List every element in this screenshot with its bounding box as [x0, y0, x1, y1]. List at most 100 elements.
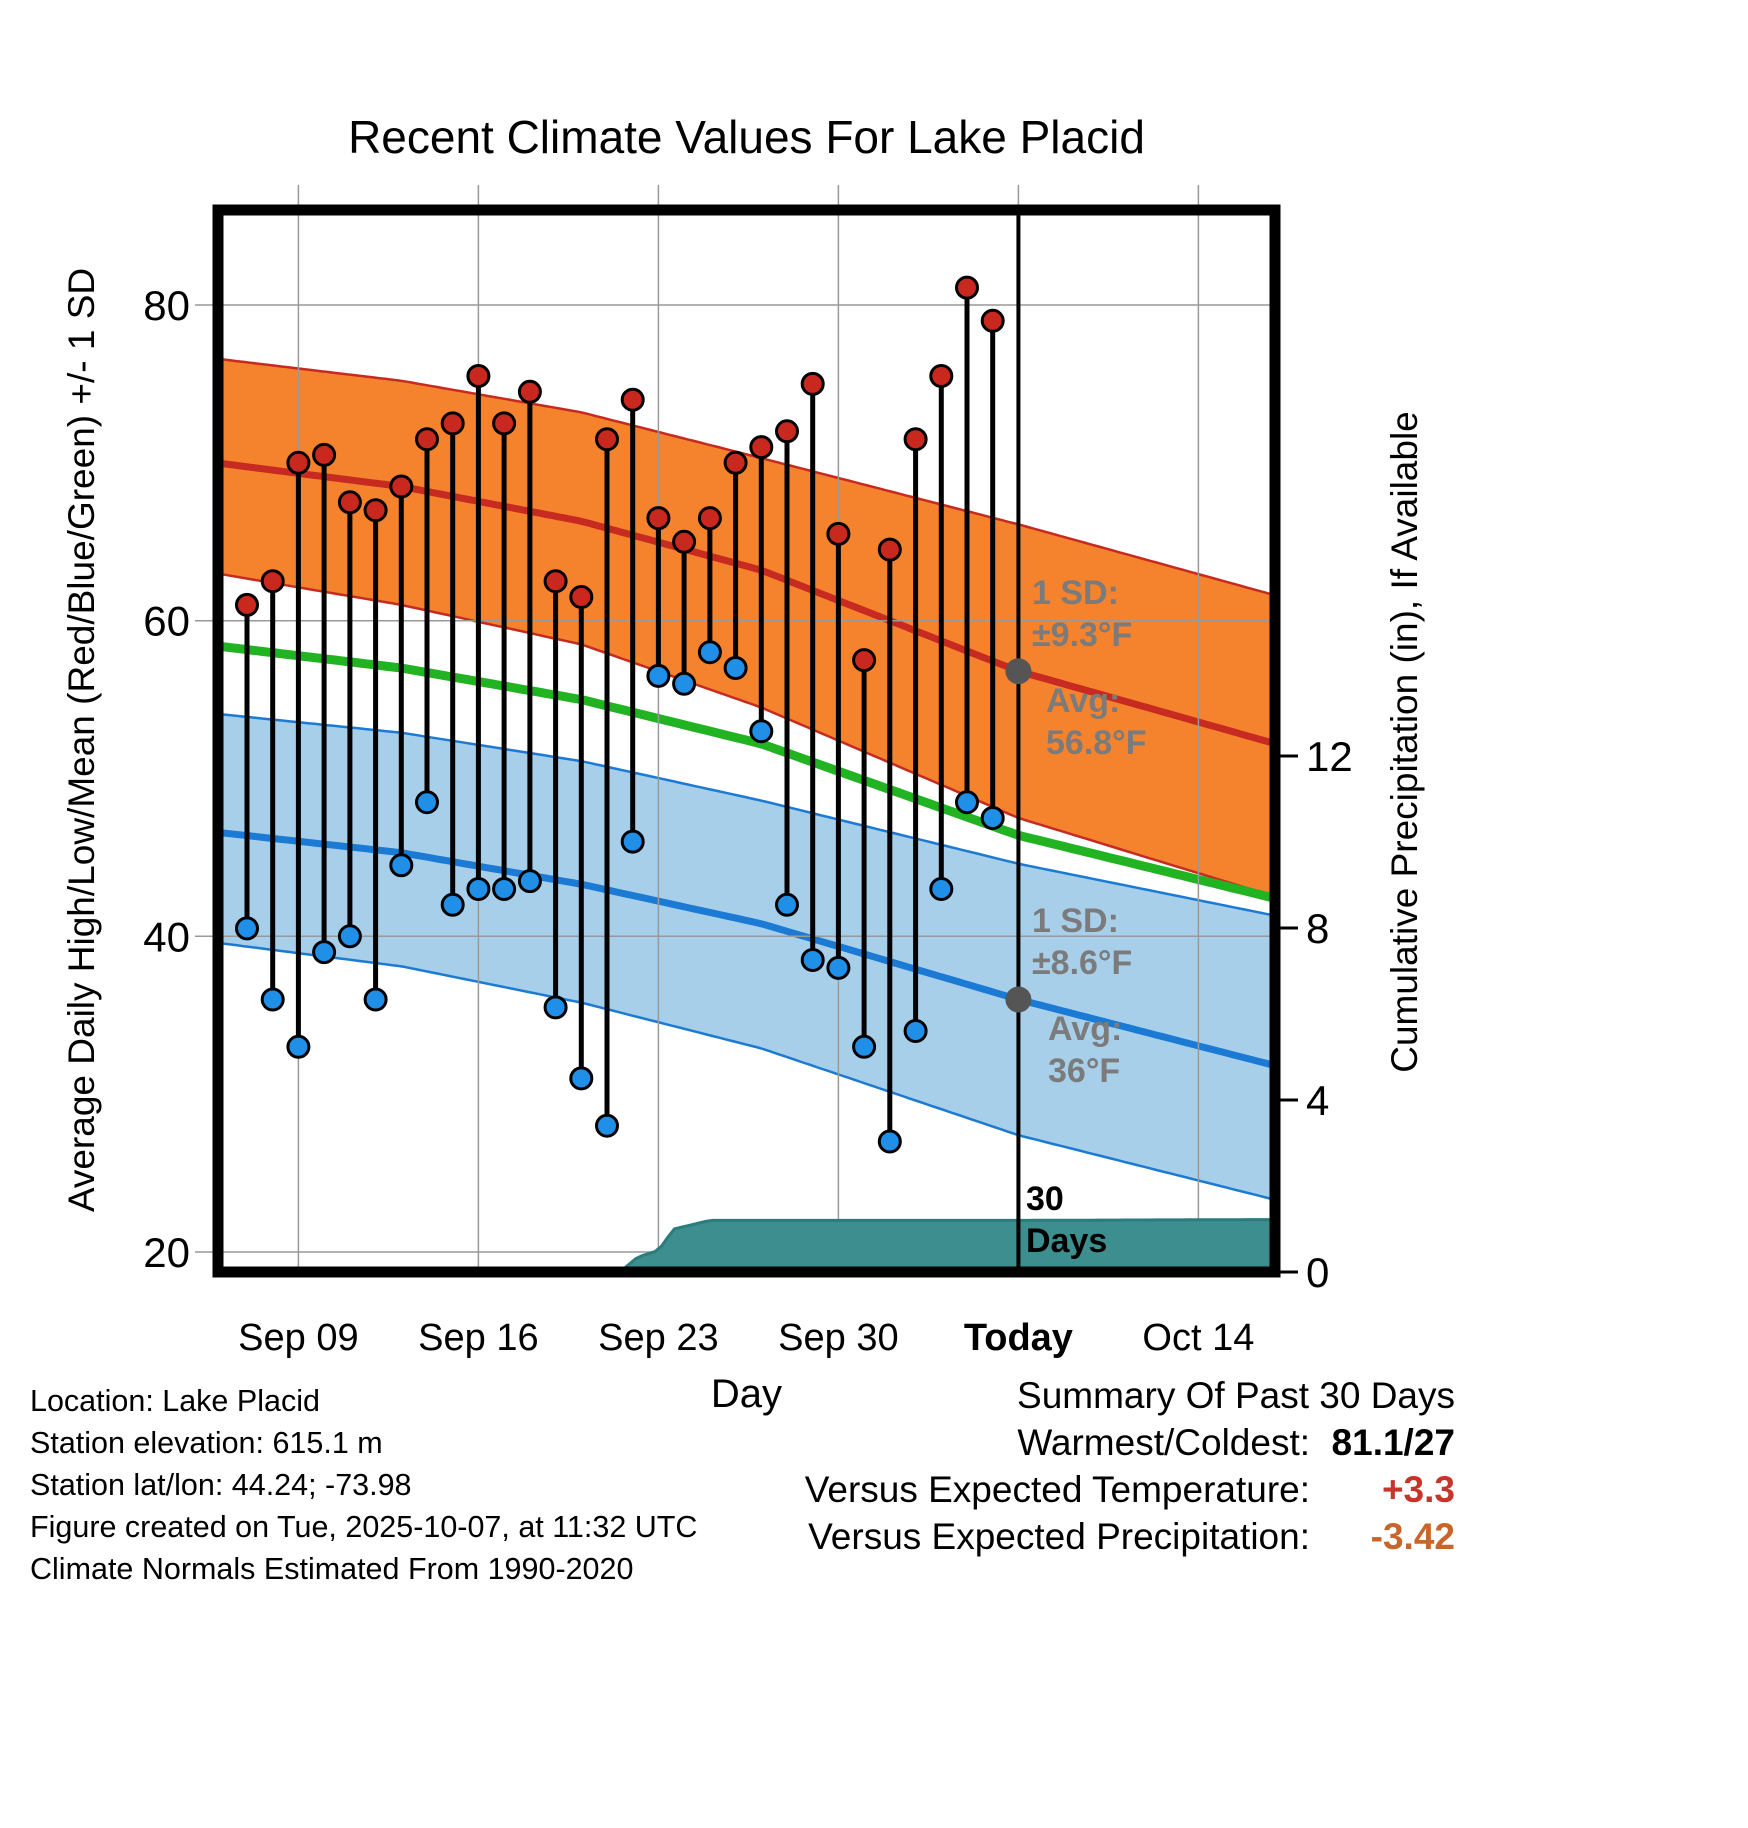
high-avg-line2: 56.8°F [1046, 724, 1147, 762]
daily-low-dot [363, 987, 388, 1012]
daily-low-dot [595, 1113, 619, 1138]
low-sd-annotation: 1 SD: ±8.6°F [1032, 900, 1132, 984]
daily-low-dot [826, 955, 851, 980]
daily-high-dot [826, 521, 851, 546]
daily-low-dot [466, 877, 491, 901]
high-band-lower-edge [217, 572, 1273, 897]
daily-low-dot [903, 1019, 928, 1043]
daily-high-dot [337, 490, 362, 515]
daily-high-dot [980, 308, 1005, 333]
daily-high-dot [620, 387, 645, 412]
x-axis-tick-label: Sep 23 [598, 1317, 718, 1359]
high-sd-annotation: 1 SD: ±9.3°F [1032, 572, 1132, 656]
summary-value-1: +3.3 [1381, 1469, 1455, 1510]
summary-value-0: 81.1/27 [1331, 1422, 1455, 1463]
summary-panel: Summary Of Past 30 Days Warmest/Coldest:… [805, 1372, 1455, 1560]
low-sd-line2: ±8.6°F [1032, 944, 1133, 982]
daily-high-dot [492, 411, 517, 436]
daily-low-dot [877, 1129, 902, 1154]
daily-high-dot [955, 275, 979, 300]
period-line2: Days [1026, 1222, 1108, 1260]
average-mean-line [217, 641, 1274, 902]
daily-high-dot [415, 427, 439, 452]
daily-high-dot [749, 435, 774, 460]
y-axis-tick-label: 80 [143, 282, 190, 329]
average-low-line [217, 828, 1274, 1069]
period-annotation: 30 Days [1026, 1178, 1107, 1262]
daily-low-dot [415, 790, 439, 815]
high-avg-line1: Avg: [1046, 682, 1121, 720]
summary-label-0: Warmest/Coldest: [1017, 1422, 1310, 1463]
daily-high-dot [877, 537, 902, 562]
daily-high-dot [389, 474, 414, 499]
daily-low-dot [955, 790, 979, 815]
high-avg-annotation: Avg: 56.8°F [1046, 680, 1147, 764]
x-axis-tick-label: Today [964, 1317, 1073, 1359]
low-avg-annotation: Avg: 36°F [1048, 1008, 1122, 1092]
y-axis-tick-label: 40 [143, 913, 190, 960]
metadata-normals: Climate Normals Estimated From 1990-2020 [30, 1552, 634, 1586]
summary-row: Warmest/Coldest: 81.1/27 [805, 1419, 1455, 1466]
daily-low-dot [543, 995, 568, 1020]
chart-title: Recent Climate Values For Lake Placid [348, 111, 1145, 163]
daily-low-dot [980, 806, 1005, 830]
right-axis-tick-label: 4 [1306, 1077, 1329, 1124]
low-band-lower-edge [217, 941, 1273, 1201]
summary-heading: Summary Of Past 30 Days [1017, 1375, 1455, 1416]
daily-low-dot [260, 987, 285, 1012]
x-axis-label: Day [710, 1372, 783, 1416]
daily-low-dot [337, 924, 362, 949]
daily-high-dot [697, 506, 722, 531]
summary-value-2: -3.42 [1370, 1516, 1455, 1557]
daily-high-dot [852, 648, 877, 673]
right-axis-tick-label: 12 [1306, 733, 1353, 780]
daily-high-dot [903, 427, 928, 452]
summary-label-1: Versus Expected Temperature: [804, 1469, 1310, 1510]
daily-high-dot [260, 569, 285, 594]
average-marker-dot [1005, 658, 1032, 685]
high-sd-line2: ±9.3°F [1032, 616, 1133, 654]
daily-low-dot [852, 1034, 877, 1059]
high-sd-line1: 1 SD: [1032, 574, 1119, 612]
high-climatology-band [217, 358, 1273, 896]
daily-high-dot [775, 419, 799, 444]
low-avg-line1: Avg: [1048, 1010, 1123, 1048]
daily-low-dot [672, 671, 697, 696]
plot-frame [212, 204, 1281, 1278]
daily-high-dot [929, 364, 954, 388]
daily-high-dot [286, 450, 311, 475]
daily-low-dot [235, 916, 259, 941]
y-axis-tick-label: 20 [143, 1229, 190, 1276]
daily-low-dot [775, 892, 799, 917]
figure-metadata: Location: Lake Placid Station elevation:… [30, 1380, 697, 1590]
daily-low-dot [389, 853, 414, 878]
summary-label-2: Versus Expected Precipitation: [808, 1516, 1310, 1557]
x-axis-tick-label: Oct 14 [1142, 1317, 1254, 1359]
daily-low-dot [929, 877, 954, 901]
daily-high-dot [363, 498, 388, 523]
metadata-latlon: Station lat/lon: 44.24; -73.98 [30, 1468, 412, 1502]
y-axis-tick-label: 60 [143, 598, 190, 645]
daily-low-dot [492, 877, 517, 901]
daily-low-dot [286, 1034, 311, 1059]
daily-high-dot [672, 529, 697, 554]
average-marker-dot [1005, 986, 1032, 1013]
right-axis-tick-label: 0 [1306, 1249, 1329, 1296]
daily-low-dot [723, 656, 748, 680]
low-band-upper-edge [217, 712, 1273, 917]
summary-row: Versus Expected Temperature: +3.3 [805, 1466, 1455, 1513]
daily-low-dot [312, 940, 337, 965]
low-climatology-band [217, 714, 1273, 1200]
metadata-elevation: Station elevation: 615.1 m [30, 1426, 383, 1460]
right-axis-label: Cumulative Precipitation (in), If Availa… [1384, 411, 1425, 1073]
low-avg-line2: 36°F [1048, 1052, 1121, 1090]
daily-low-dot [569, 1066, 594, 1091]
x-axis-tick-label: Sep 16 [418, 1317, 538, 1359]
daily-high-dot [543, 569, 568, 594]
right-axis-tick-label: 8 [1306, 905, 1329, 952]
daily-low-dot [800, 948, 825, 972]
daily-low-dot [440, 892, 465, 917]
daily-high-dot [235, 592, 259, 617]
